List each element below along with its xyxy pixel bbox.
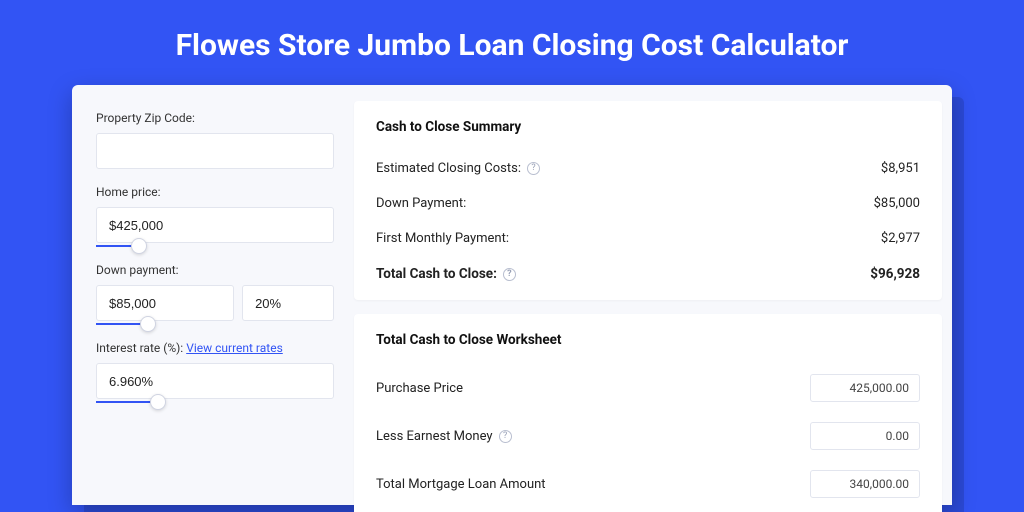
- summary-row-down-payment: Down Payment: $85,000: [376, 186, 920, 221]
- ws-row-second-mortgage: Total Second Mortgage Amount ? 0.00: [376, 508, 920, 512]
- calculator-card: Property Zip Code: Home price: Down paym…: [72, 85, 952, 505]
- ws-value[interactable]: 340,000.00: [810, 470, 920, 498]
- home-price-label: Home price:: [96, 185, 334, 199]
- help-icon[interactable]: ?: [527, 162, 540, 175]
- summary-row-closing-costs: Estimated Closing Costs: ? $8,951: [376, 151, 920, 186]
- home-price-slider-thumb[interactable]: [131, 238, 147, 254]
- view-rates-link[interactable]: View current rates: [186, 341, 283, 355]
- summary-row-total: Total Cash to Close: ? $96,928: [376, 256, 920, 292]
- worksheet-panel: Total Cash to Close Worksheet Purchase P…: [354, 314, 942, 512]
- interest-slider[interactable]: [96, 401, 334, 403]
- interest-input[interactable]: [96, 363, 334, 399]
- down-payment-pct-input[interactable]: [242, 285, 334, 321]
- ws-value[interactable]: 425,000.00: [810, 374, 920, 402]
- home-price-slider[interactable]: [96, 245, 334, 247]
- down-payment-input[interactable]: [96, 285, 234, 321]
- field-zip: Property Zip Code:: [96, 111, 334, 169]
- field-interest: Interest rate (%): View current rates: [96, 341, 334, 403]
- field-home-price: Home price:: [96, 185, 334, 247]
- ws-label-text: Purchase Price: [376, 381, 463, 396]
- page-title: Flowes Store Jumbo Loan Closing Cost Cal…: [0, 0, 1024, 85]
- down-payment-slider[interactable]: [96, 323, 334, 325]
- summary-value: $8,951: [881, 161, 920, 176]
- card-wrap: Property Zip Code: Home price: Down paym…: [0, 85, 1024, 505]
- help-icon[interactable]: ?: [499, 430, 512, 443]
- home-price-input[interactable]: [96, 207, 334, 243]
- down-payment-slider-thumb[interactable]: [140, 316, 156, 332]
- field-down-payment: Down payment:: [96, 263, 334, 325]
- interest-label-text: Interest rate (%):: [96, 341, 186, 355]
- summary-row-first-payment: First Monthly Payment: $2,977: [376, 221, 920, 256]
- help-icon[interactable]: ?: [503, 268, 516, 281]
- down-payment-row: [96, 285, 334, 321]
- ws-label-text: Total Mortgage Loan Amount: [376, 477, 546, 492]
- inputs-column: Property Zip Code: Home price: Down paym…: [82, 101, 342, 505]
- summary-label-text: Estimated Closing Costs:: [376, 161, 521, 176]
- ws-row-earnest-money: Less Earnest Money ? 0.00: [376, 412, 920, 460]
- results-column: Cash to Close Summary Estimated Closing …: [354, 101, 942, 505]
- summary-panel: Cash to Close Summary Estimated Closing …: [354, 101, 942, 300]
- zip-input[interactable]: [96, 133, 334, 169]
- summary-label-text: First Monthly Payment:: [376, 231, 509, 246]
- summary-title: Cash to Close Summary: [376, 119, 920, 135]
- summary-value: $85,000: [874, 196, 920, 211]
- interest-slider-thumb[interactable]: [150, 394, 166, 410]
- worksheet-title: Total Cash to Close Worksheet: [376, 332, 920, 348]
- down-payment-label: Down payment:: [96, 263, 334, 277]
- ws-row-purchase-price: Purchase Price 425,000.00: [376, 364, 920, 412]
- summary-label-text: Down Payment:: [376, 196, 466, 211]
- ws-value[interactable]: 0.00: [810, 422, 920, 450]
- summary-value: $2,977: [881, 231, 920, 246]
- zip-label: Property Zip Code:: [96, 111, 334, 125]
- ws-row-total-mortgage: Total Mortgage Loan Amount 340,000.00: [376, 460, 920, 508]
- interest-label: Interest rate (%): View current rates: [96, 341, 334, 355]
- summary-total-label: Total Cash to Close:: [376, 266, 497, 282]
- interest-slider-fill: [96, 401, 158, 403]
- summary-total-value: $96,928: [870, 266, 920, 282]
- ws-label-text: Less Earnest Money: [376, 429, 493, 444]
